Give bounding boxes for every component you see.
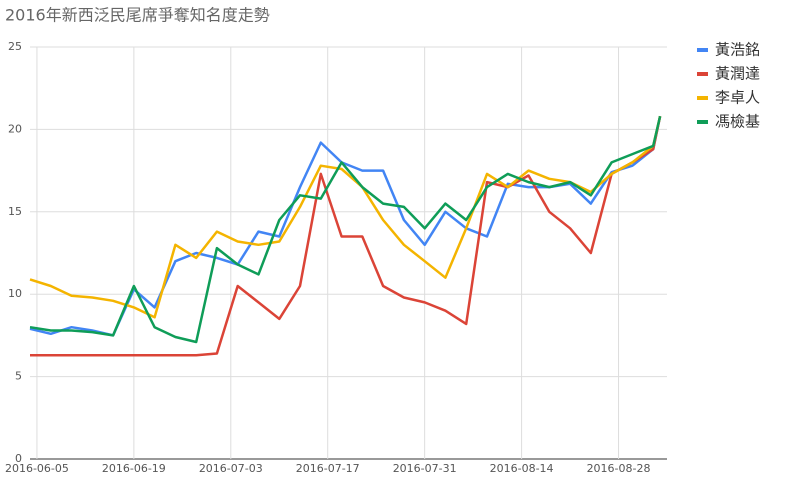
legend-label: 馮檢基: [715, 113, 760, 131]
x-tick-label: 2016-06-19: [102, 462, 166, 475]
x-tick-label: 2016-07-03: [199, 462, 263, 475]
legend-label: 李卓人: [715, 89, 760, 107]
y-tick-label: 5: [15, 370, 22, 383]
x-tick-label: 2016-06-05: [5, 462, 69, 475]
y-tick-label: 10: [8, 287, 22, 300]
y-tick-label: 25: [8, 40, 22, 53]
series-line: [29, 115, 662, 344]
x-tick-label: 2016-08-28: [587, 462, 651, 475]
y-tick-label: 15: [8, 205, 22, 218]
x-tick-label: 2016-07-31: [393, 462, 457, 475]
legend-label: 黃潤達: [715, 65, 760, 83]
y-tick-label: 0: [15, 452, 22, 465]
x-tick-label: 2016-08-14: [490, 462, 554, 475]
y-tick-label: 20: [8, 122, 22, 135]
series-line: [29, 115, 662, 319]
series-line: [30, 115, 662, 357]
legend-label: 黃浩銘: [715, 41, 760, 59]
chart-title: 2016年新西泛民尾席爭奪知名度走勢: [5, 6, 270, 25]
x-tick-label: 2016-07-17: [296, 462, 360, 475]
